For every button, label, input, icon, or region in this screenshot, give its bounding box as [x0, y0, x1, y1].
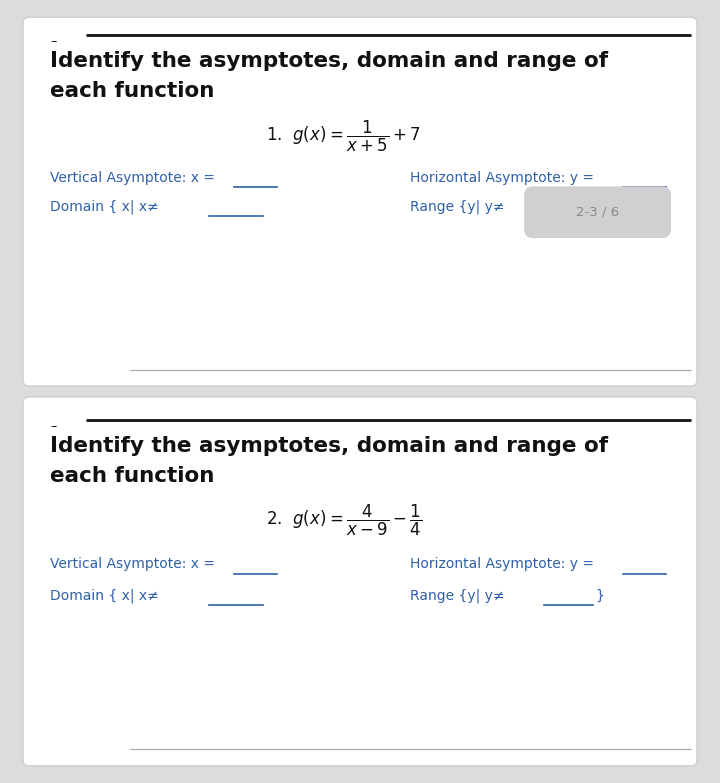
Text: Domain { x| x≠: Domain { x| x≠ [50, 200, 163, 215]
Text: each function: each function [50, 466, 215, 486]
FancyBboxPatch shape [524, 186, 671, 238]
Text: Identify the asymptotes, domain and range of: Identify the asymptotes, domain and rang… [50, 436, 608, 456]
Text: Horizontal Asymptote: y =: Horizontal Asymptote: y = [410, 557, 599, 572]
Text: }: } [595, 200, 604, 214]
Text: 1.  $g(x)=\dfrac{1}{x+5}+7$: 1. $g(x)=\dfrac{1}{x+5}+7$ [266, 119, 421, 154]
Text: }: } [595, 589, 604, 603]
Text: Horizontal Asymptote: y =: Horizontal Asymptote: y = [410, 171, 599, 185]
Text: Vertical Asymptote: x =: Vertical Asymptote: x = [50, 557, 220, 572]
FancyBboxPatch shape [23, 17, 697, 386]
Text: 2.  $g(x)=\dfrac{4}{x-9}-\dfrac{1}{4}$: 2. $g(x)=\dfrac{4}{x-9}-\dfrac{1}{4}$ [266, 503, 423, 538]
Text: Range {y| y≠: Range {y| y≠ [410, 589, 505, 604]
Text: Range {y| y≠: Range {y| y≠ [410, 200, 505, 215]
Text: –: – [50, 420, 57, 434]
FancyBboxPatch shape [23, 397, 697, 766]
Text: Identify the asymptotes, domain and range of: Identify the asymptotes, domain and rang… [50, 51, 608, 71]
Text: Domain { x| x≠: Domain { x| x≠ [50, 589, 163, 604]
Text: 2-3 / 6: 2-3 / 6 [576, 206, 619, 218]
Text: –: – [50, 35, 57, 49]
Text: each function: each function [50, 81, 215, 101]
Text: Vertical Asymptote: x =: Vertical Asymptote: x = [50, 171, 220, 185]
